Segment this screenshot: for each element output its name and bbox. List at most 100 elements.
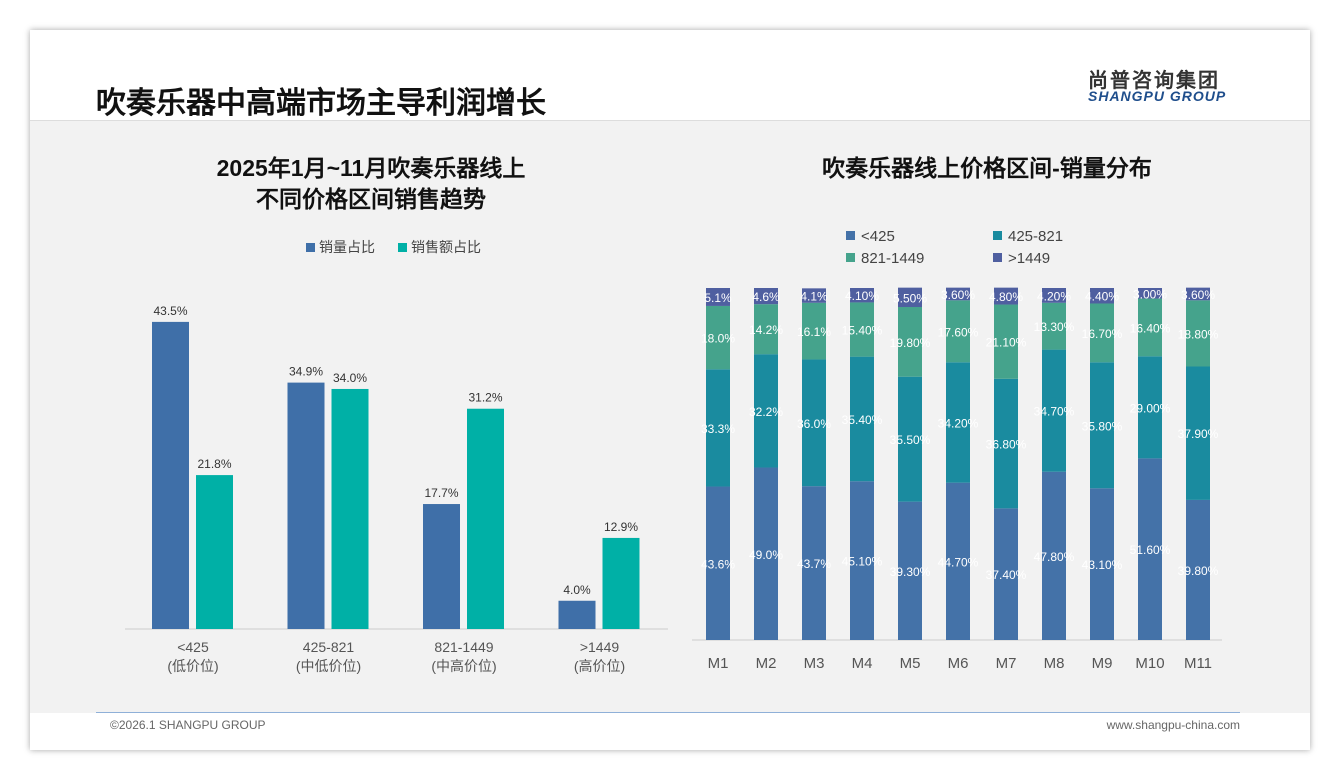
stacked-bar-segment: [802, 288, 826, 303]
legend-label: 425-821: [1008, 228, 1063, 245]
data-label: 49.0%: [749, 548, 783, 562]
data-label: 17.60%: [938, 325, 979, 339]
stacked-bar-segment: [898, 501, 922, 640]
stacked-bar-segment: [898, 376, 922, 502]
data-label: 12.9%: [604, 520, 638, 534]
x-tick-label: M6: [948, 655, 969, 672]
stacked-bar-segment: [946, 362, 970, 483]
chart-title: 不同价格区间销售趋势: [256, 186, 486, 212]
stacked-bar-segment: [1090, 488, 1114, 640]
legend-swatch: [846, 231, 855, 240]
stacked-bar-segment: [994, 287, 1018, 305]
data-label: 43.6%: [701, 557, 735, 571]
stacked-bar-segment: [706, 486, 730, 640]
stacked-bar-segment: [802, 302, 826, 360]
stacked-bar-segment: [898, 307, 922, 377]
legend-swatch: [846, 253, 855, 262]
data-label: 47.80%: [1034, 550, 1075, 564]
x-tick-label: M3: [804, 655, 825, 672]
stacked-bar-segment: [1186, 300, 1210, 367]
data-label: 4.6%: [752, 290, 780, 304]
data-label: 13.30%: [1034, 320, 1075, 334]
stacked-bar-segment: [1090, 288, 1114, 304]
data-label: 17.7%: [424, 486, 458, 500]
stacked-bar-segment: [946, 482, 970, 640]
stacked-bar-segment: [706, 369, 730, 487]
x-tick-label: 425-821: [303, 639, 355, 655]
stacked-bar-segment: [706, 288, 730, 306]
stacked-bar-segment: [1138, 288, 1162, 299]
x-tick-sublabel: (中低价位): [296, 658, 361, 674]
data-label: 15.40%: [842, 324, 883, 338]
bar: [558, 600, 596, 629]
data-label: 35.80%: [1082, 419, 1123, 433]
stacked-bar-segment: [802, 486, 826, 640]
data-label: 14.2%: [749, 323, 783, 337]
x-tick-label: M10: [1135, 655, 1164, 672]
data-label: 34.0%: [333, 371, 367, 385]
footer-divider: [96, 712, 1240, 713]
data-label: 43.7%: [797, 557, 831, 571]
bar: [602, 537, 640, 629]
legend-label: 销量占比: [319, 239, 375, 255]
stacked-bar-segment: [1138, 458, 1162, 640]
x-tick-label: M9: [1092, 655, 1113, 672]
bar: [152, 321, 189, 629]
legend-label: 821-1449: [861, 250, 924, 267]
data-label: 4.10%: [845, 289, 879, 303]
footer-copyright: ©2026.1 SHANGPU GROUP: [110, 718, 266, 732]
data-label: 36.80%: [986, 438, 1027, 452]
data-label: 31.2%: [468, 391, 502, 405]
x-tick-label: M2: [756, 655, 777, 672]
data-label: 29.00%: [1130, 401, 1171, 415]
data-label: 51.60%: [1130, 543, 1171, 557]
logo-text-cn: 尚普咨询集团: [1088, 70, 1220, 92]
legend-swatch: [993, 231, 1002, 240]
data-label: 45.10%: [842, 555, 883, 569]
data-label: 34.9%: [289, 365, 323, 379]
data-label: 16.70%: [1082, 327, 1123, 341]
data-label: 34.70%: [1034, 405, 1075, 419]
legend-swatch: [993, 253, 1002, 262]
data-label: 3.00%: [1133, 287, 1167, 301]
stacked-bar-segment: [946, 300, 970, 363]
stacked-bar-segment: [1186, 499, 1210, 640]
stacked-bar-segment: [1186, 366, 1210, 500]
data-label: 44.70%: [938, 555, 979, 569]
stacked-bar-segment: [994, 508, 1018, 640]
page-title: 吹奏乐器中高端市场主导利润增长: [96, 87, 546, 120]
stacked-bar-segment: [1186, 287, 1210, 301]
data-label: 32.2%: [749, 405, 783, 419]
data-label: 37.40%: [986, 568, 1027, 582]
legend-label: >1449: [1008, 250, 1050, 267]
stacked-bar-segment: [850, 288, 874, 303]
data-label: 5.50%: [893, 291, 927, 305]
data-label: 36.0%: [797, 417, 831, 431]
stacked-bar-segment: [1138, 356, 1162, 459]
data-label: 5.1%: [704, 291, 732, 305]
data-label: 4.0%: [563, 583, 591, 597]
x-tick-label: M11: [1184, 655, 1212, 672]
data-label: 16.1%: [797, 325, 831, 339]
data-label: 19.80%: [890, 336, 931, 350]
stacked-bar-segment: [1138, 298, 1162, 357]
legend-swatch: [398, 243, 407, 252]
data-label: 43.5%: [153, 304, 187, 318]
footer-website: www.shangpu-china.com: [1106, 718, 1240, 732]
data-label: 39.80%: [1178, 564, 1219, 578]
stacked-bar-segment: [1042, 471, 1066, 640]
x-tick-label: >1449: [580, 639, 620, 655]
stacked-bar-segment: [754, 288, 778, 305]
data-label: 35.40%: [842, 413, 883, 427]
chart-title: 2025年1月~11月吹奏乐器线上: [217, 155, 526, 181]
bar: [423, 504, 460, 629]
stacked-bar-segment: [1090, 303, 1114, 363]
x-tick-label: M7: [996, 655, 1017, 672]
logo-text-en: SHANGPU GROUP: [1088, 88, 1227, 104]
stacked-bar-segment: [706, 305, 730, 370]
stacked-bar-segment: [754, 467, 778, 640]
stacked-bar-segment: [754, 304, 778, 355]
stacked-bar-segment: [946, 287, 970, 301]
x-tick-label: M5: [900, 655, 921, 672]
data-label: 37.90%: [1178, 427, 1219, 441]
